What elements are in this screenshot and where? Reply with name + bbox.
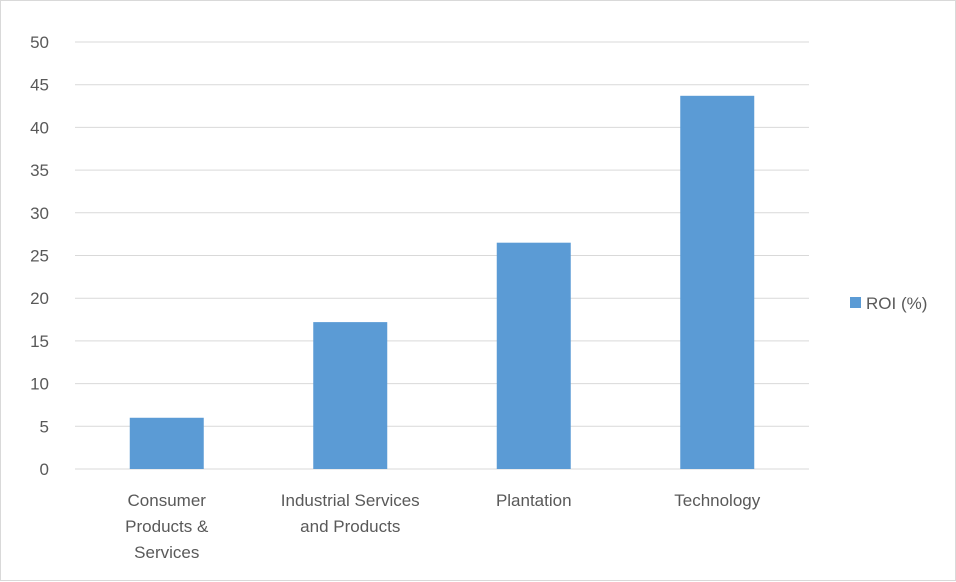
bar xyxy=(313,322,388,469)
x-tick-label: Plantation xyxy=(496,491,572,510)
y-tick-label: 35 xyxy=(30,161,49,180)
x-tick-label: Industrial Services xyxy=(281,491,420,510)
y-tick-label: 50 xyxy=(30,33,49,52)
legend-swatch xyxy=(850,297,861,308)
y-tick-label: 40 xyxy=(30,118,49,137)
y-tick-label: 25 xyxy=(30,247,49,266)
y-tick-label: 20 xyxy=(30,289,49,308)
bar xyxy=(129,417,204,469)
y-tick-label: 45 xyxy=(30,76,49,95)
y-tick-label: 10 xyxy=(30,375,49,394)
bar xyxy=(496,242,571,469)
x-tick-label: Technology xyxy=(674,491,761,510)
x-tick-label: Consumer xyxy=(128,491,207,510)
y-tick-label: 5 xyxy=(40,417,49,436)
legend-label: ROI (%) xyxy=(866,294,927,313)
bar xyxy=(680,95,755,469)
y-tick-label: 30 xyxy=(30,204,49,223)
x-tick-label: Services xyxy=(134,543,199,562)
y-tick-label: 15 xyxy=(30,332,49,351)
y-tick-label: 0 xyxy=(40,460,49,479)
x-tick-label: Products & xyxy=(125,517,209,536)
x-tick-label: and Products xyxy=(300,517,400,536)
